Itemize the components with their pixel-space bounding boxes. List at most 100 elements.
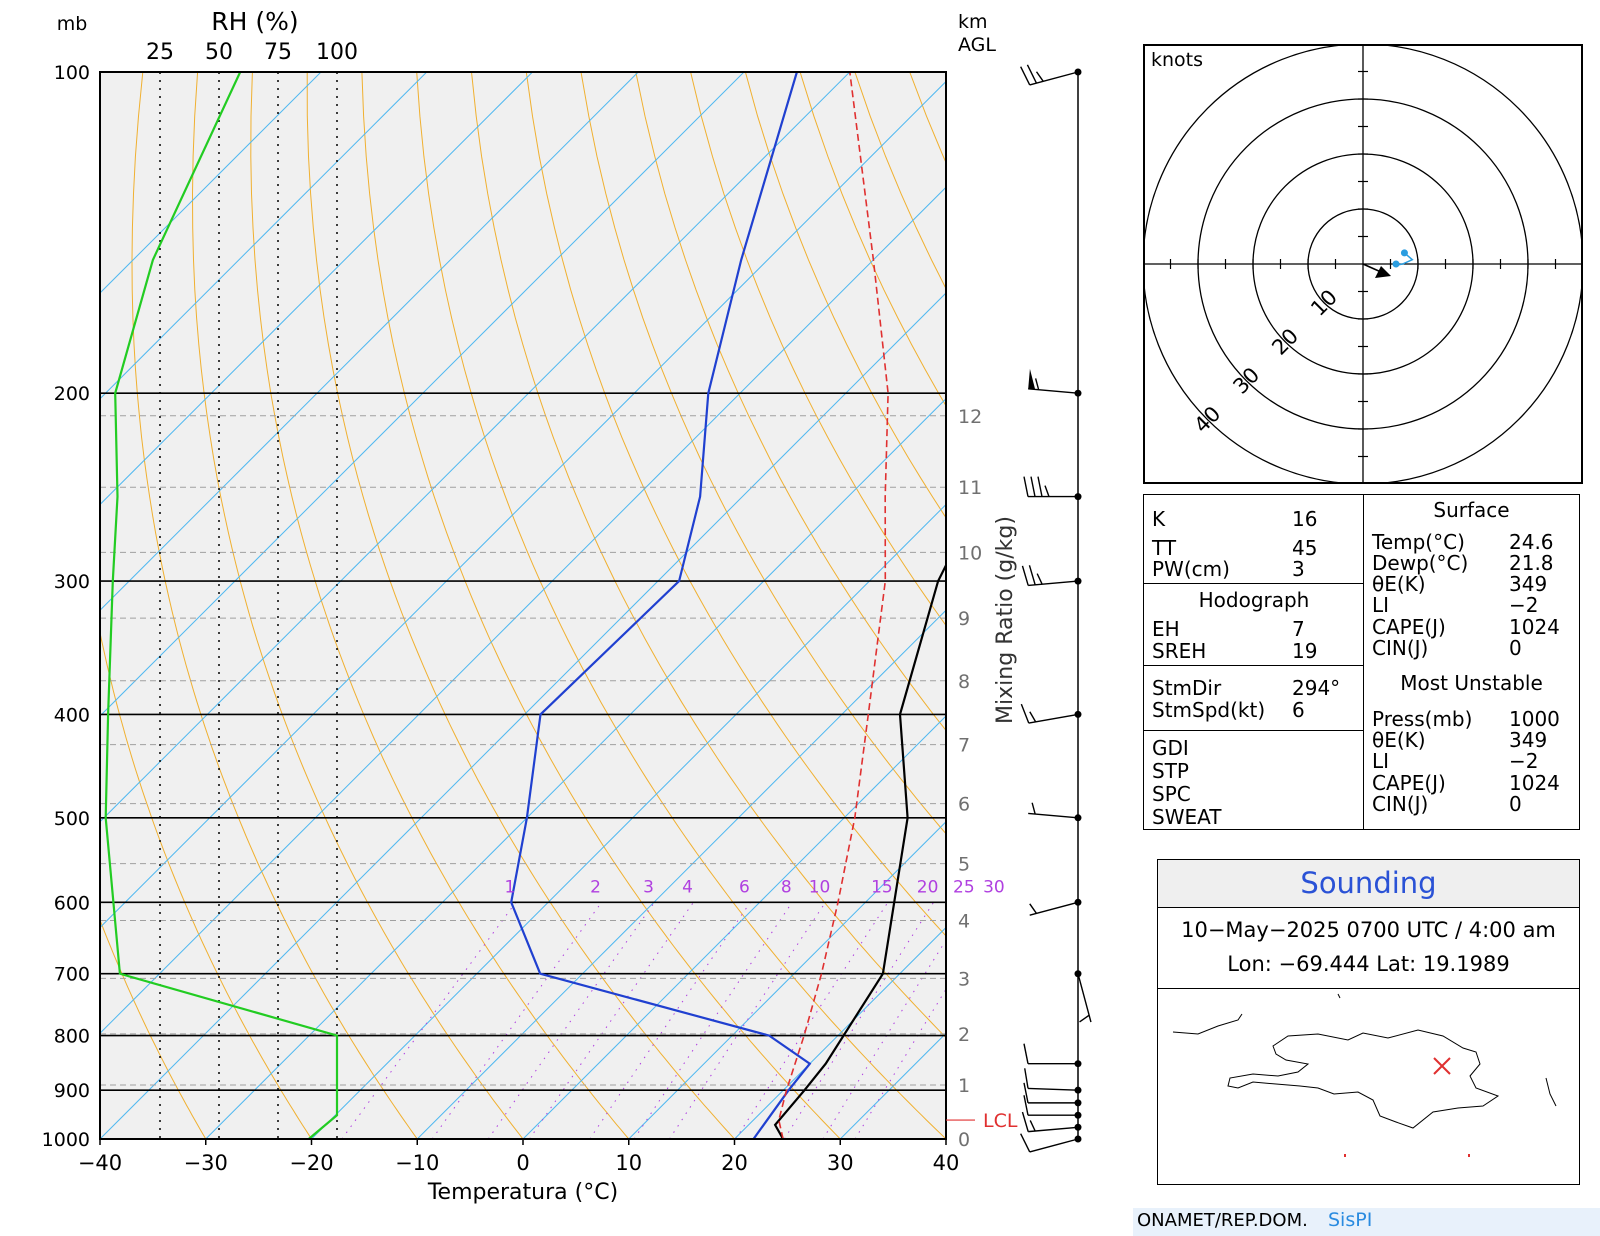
height-tick-label: 4 bbox=[958, 910, 970, 932]
wind-barb bbox=[1028, 368, 1079, 394]
hodograph-point bbox=[1400, 249, 1408, 257]
dry-adiabat bbox=[690, 72, 946, 627]
pressure-tick-label: 400 bbox=[54, 704, 90, 726]
footer-org: ONAMET/REP.DOM. bbox=[1137, 1210, 1308, 1231]
dry-adiabat bbox=[635, 72, 946, 732]
mu-cape-label: CAPE(J) bbox=[1372, 771, 1446, 795]
dry-adiabat bbox=[471, 72, 946, 1039]
stmdir-label: StmDir bbox=[1152, 676, 1222, 700]
pressure-tick-label: 200 bbox=[54, 383, 90, 405]
dry-adiabat bbox=[1019, 72, 1110, 1139]
x-tick-label: −30 bbox=[184, 1151, 228, 1175]
hispaniola-outline bbox=[1227, 1029, 1500, 1129]
rh-tick-label: 50 bbox=[205, 40, 233, 65]
x-tick-label: 30 bbox=[827, 1151, 854, 1175]
pressure-tick-label: 1000 bbox=[42, 1129, 90, 1151]
isotherm bbox=[945, 1138, 946, 1139]
mu-thetae-label: θE(K) bbox=[1372, 728, 1426, 752]
dry-adiabat bbox=[416, 72, 946, 1139]
pressure-tick-label: 500 bbox=[54, 808, 90, 830]
isotherm bbox=[205, 398, 946, 1139]
pressure-tick-label: 900 bbox=[54, 1080, 90, 1102]
stmspd-label: StmSpd(kt) bbox=[1152, 698, 1266, 722]
mu-li-value: −2 bbox=[1509, 749, 1539, 773]
pressure-tick-label: 300 bbox=[54, 571, 90, 593]
k-label: K bbox=[1152, 507, 1166, 531]
height-axis-subtitle: AGL bbox=[958, 34, 996, 56]
mixing-ratio-line bbox=[783, 902, 935, 1139]
wind-barb bbox=[1077, 973, 1092, 1023]
stmspd-value: 6 bbox=[1292, 698, 1305, 722]
wind-barb bbox=[1023, 476, 1078, 498]
sreh-label: SREH bbox=[1152, 639, 1207, 663]
height-tick-label: 11 bbox=[958, 477, 982, 499]
dry-adiabat bbox=[191, 72, 524, 1139]
wind-barb bbox=[1020, 703, 1079, 724]
rh-line bbox=[104, 72, 339, 1139]
sreh-value: 19 bbox=[1292, 639, 1318, 663]
mixing-ratio-label: 30 bbox=[983, 877, 1005, 897]
surface-cape-value: 1024 bbox=[1509, 615, 1560, 639]
mu-cin-label: CIN(J) bbox=[1372, 792, 1429, 816]
mu-li-label: LI bbox=[1372, 749, 1390, 773]
storm-motion-line bbox=[1362, 263, 1382, 273]
height-tick-label: 6 bbox=[958, 794, 970, 816]
surface-li-value: −2 bbox=[1509, 593, 1539, 617]
dry-adiabat bbox=[306, 72, 735, 1139]
mu-cape-value: 1024 bbox=[1509, 771, 1560, 795]
mixing-ratio-label: 3 bbox=[643, 877, 654, 897]
mu-press-value: 1000 bbox=[1509, 707, 1560, 731]
surface-cin-value: 0 bbox=[1509, 636, 1522, 660]
height-tick-label: 2 bbox=[958, 1024, 970, 1046]
eh-value: 7 bbox=[1292, 617, 1305, 641]
isotherm bbox=[628, 821, 946, 1139]
mixing-ratio-label: 2 bbox=[590, 877, 601, 897]
mixing-ratio-line bbox=[633, 902, 793, 1139]
height-axis-title: km bbox=[958, 11, 988, 33]
dewpoint-line bbox=[510, 72, 812, 1139]
pressure-tick-label: 600 bbox=[54, 892, 90, 914]
eh-label: EH bbox=[1152, 617, 1180, 641]
mixing-ratio-label: 25 bbox=[953, 877, 975, 897]
dry-adiabat bbox=[131, 72, 418, 1139]
mu-cin-value: 0 bbox=[1509, 792, 1522, 816]
lcl-label: LCL bbox=[983, 1110, 1018, 1132]
x-tick-label: 10 bbox=[615, 1151, 642, 1175]
height-tick-label: 0 bbox=[958, 1129, 970, 1151]
x-tick-label: 40 bbox=[933, 1151, 960, 1175]
isotherm bbox=[100, 72, 745, 717]
surface-header: Surface bbox=[1433, 498, 1510, 522]
mixing-ratio-label: 15 bbox=[871, 877, 893, 897]
rh-tick-label: 75 bbox=[264, 40, 292, 65]
surface-thetae-value: 349 bbox=[1509, 572, 1548, 596]
height-tick-label: 5 bbox=[958, 854, 970, 876]
wind-barb bbox=[1023, 1043, 1078, 1065]
sounding-title: Sounding bbox=[1300, 866, 1437, 900]
isotherm bbox=[100, 72, 851, 823]
surface-li-label: LI bbox=[1372, 593, 1390, 617]
mu-press-label: Press(mb) bbox=[1372, 707, 1473, 731]
most-unstable-header: Most Unstable bbox=[1400, 671, 1543, 695]
location-marker-icon bbox=[1433, 1057, 1451, 1075]
x-axis-title: Temperatura (°C) bbox=[427, 1180, 618, 1205]
wind-barb bbox=[1029, 901, 1079, 916]
sounding-title-bar: Sounding bbox=[1158, 860, 1579, 908]
pressure-tick-label: 800 bbox=[54, 1026, 90, 1048]
pw-value: 3 bbox=[1292, 557, 1305, 581]
surface-thetae-label: θE(K) bbox=[1372, 572, 1426, 596]
temperature-line bbox=[773, 562, 946, 1139]
footer-app: SisPI bbox=[1328, 1209, 1373, 1231]
indices-panel: K 16 TT 45 PW(cm) 3 Hodograph EH 7 SREH … bbox=[1143, 494, 1365, 830]
wind-barb bbox=[1023, 1082, 1078, 1104]
mixing-ratio-line bbox=[589, 902, 751, 1139]
mixing-ratio-label: 1 bbox=[505, 877, 516, 897]
mixing-ratio-axis-title: Mixing Ratio (g/kg) bbox=[993, 516, 1018, 724]
stmdir-value: 294° bbox=[1292, 676, 1341, 700]
x-tick-label: 20 bbox=[721, 1151, 748, 1175]
hodograph-unit-label: knots bbox=[1151, 49, 1203, 71]
surface-cin-label: CIN(J) bbox=[1372, 636, 1429, 660]
isotherm bbox=[522, 715, 946, 1139]
sounding-location: Lon: −69.444 Lat: 19.1989 bbox=[1227, 952, 1510, 976]
